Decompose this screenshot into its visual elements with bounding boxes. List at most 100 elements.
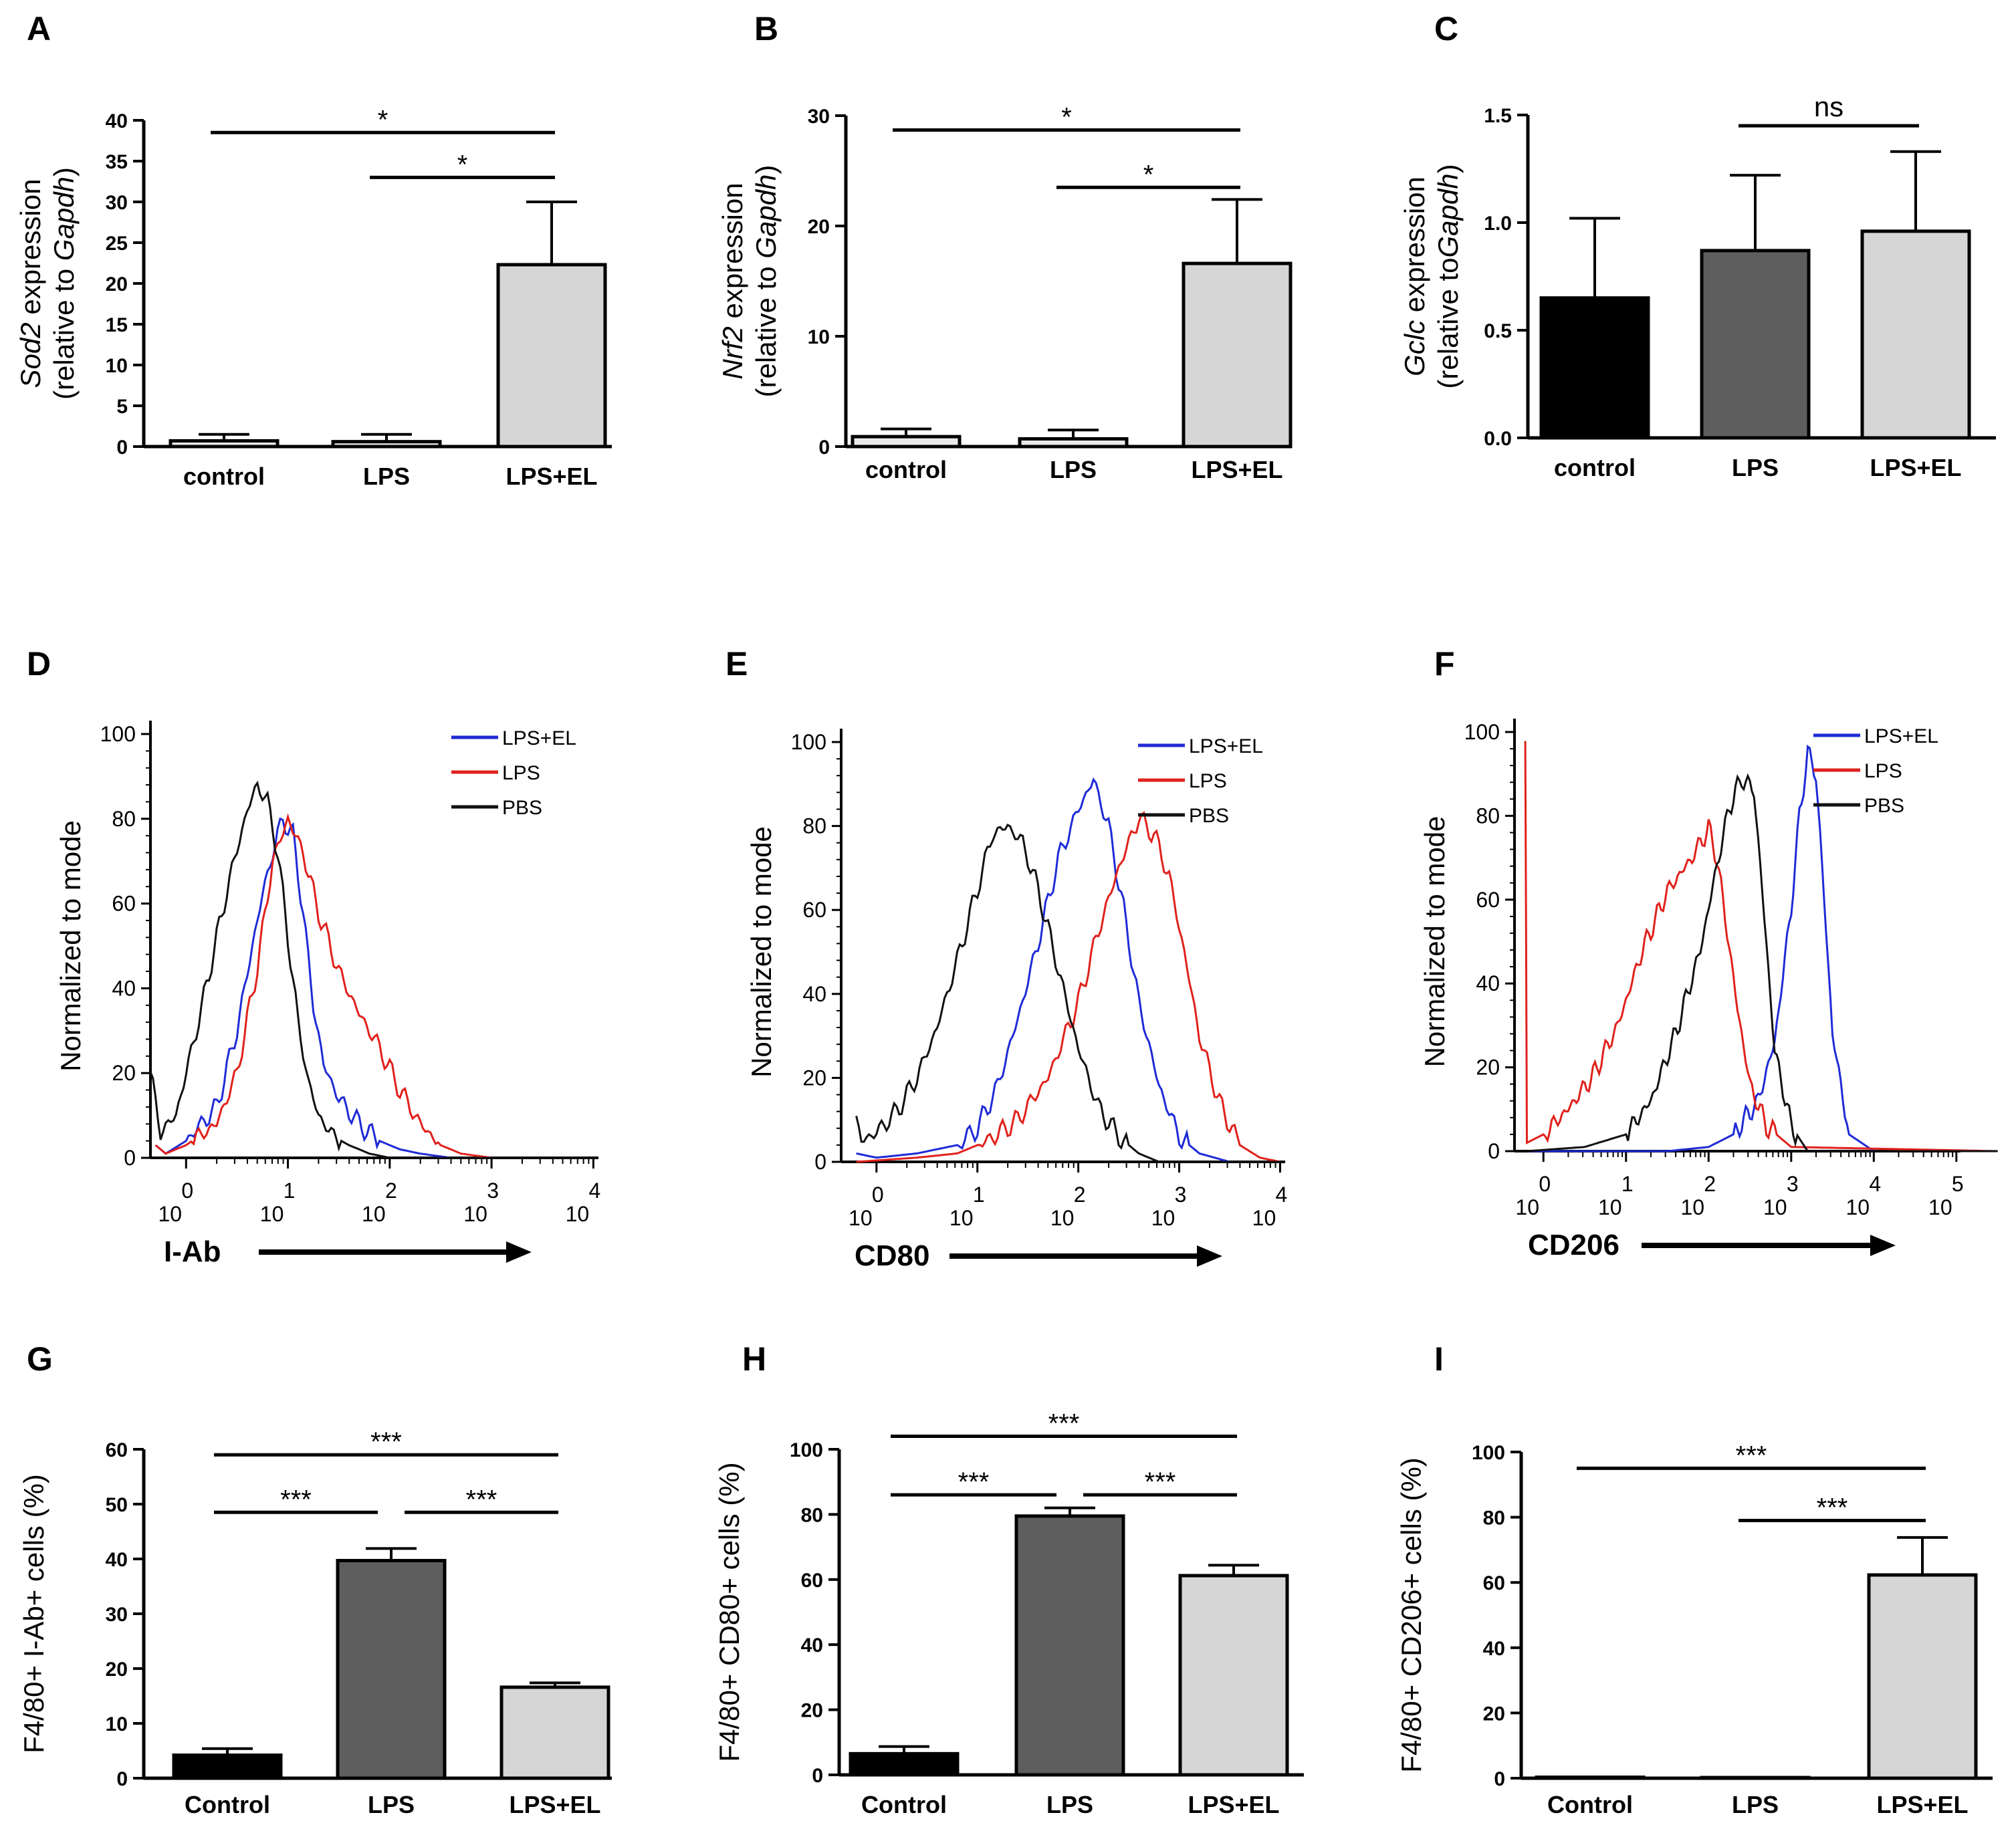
x-tick-exponent: 4 — [588, 1179, 600, 1203]
x-tick-base: 10 — [1763, 1195, 1787, 1219]
bar-lps-el — [1182, 261, 1293, 449]
panel-h: H 0 20 40 60 80 100 Control LPS LPS+EL *** *** *** F4… — [713, 1340, 1304, 1818]
panel-label: B — [754, 10, 778, 47]
bar-lps-el — [1860, 229, 1971, 440]
panel-label: C — [1434, 10, 1458, 47]
panel-i: I 0 20 40 60 80 100 Control LPS LPS+EL *** *** F4/80… — [1395, 1340, 1993, 1818]
x-tick-exponent: 5 — [1952, 1172, 1964, 1196]
x-tick-exponent: 2 — [1704, 1172, 1716, 1196]
sig-label: *** — [1048, 1409, 1080, 1439]
bar-lps-el — [499, 1685, 610, 1780]
x-arrow-head — [1870, 1235, 1896, 1256]
x-arrow-head — [1197, 1245, 1222, 1267]
x-tick-exponent: 2 — [1074, 1183, 1086, 1207]
y-tick-label: 60 — [801, 1570, 823, 1592]
y-tick-label: 0 — [116, 1768, 128, 1790]
legend-label: LPS+EL — [1189, 735, 1263, 757]
y-axis-label-gene: Gapdh — [1432, 173, 1464, 257]
y-axis-label-gene: Gclc — [1399, 320, 1430, 376]
legend-label: LPS+EL — [502, 727, 576, 749]
category-label: LPS+EL — [1191, 456, 1282, 483]
category-label: LPS+EL — [506, 463, 597, 490]
panel-a: A 0 5 10 15 20 25 30 35 40 control LPS LPS+EL * * Sod2 … — [15, 10, 612, 490]
y-axis-label: F4/80+ CD80+ cells (%) — [713, 1462, 745, 1761]
y-tick-label: 80 — [802, 814, 826, 838]
panel-label: F — [1434, 645, 1455, 683]
x-tick-exponent: 2 — [385, 1179, 397, 1203]
sig-label: * — [457, 150, 468, 179]
y-axis-label-gene: Gapdh — [48, 176, 80, 261]
bar-control — [851, 435, 962, 449]
y-axis-label-text: ) — [1432, 164, 1464, 173]
category-label: control — [1554, 454, 1636, 481]
y-tick-label: 20 — [802, 1066, 826, 1090]
y-tick-label: 1.0 — [1484, 213, 1512, 235]
y-tick-label: 0 — [124, 1146, 136, 1170]
y-tick-label: 0 — [814, 1150, 826, 1174]
panel-label: I — [1434, 1340, 1444, 1378]
y-tick-label: 100 — [1464, 720, 1500, 744]
category-label: LPS+EL — [1188, 1791, 1279, 1818]
x-tick-exponent: 4 — [1276, 1183, 1288, 1207]
y-axis-label: F4/80+ CD206+ cells (%) — [1395, 1457, 1427, 1773]
x-tick-base: 10 — [158, 1202, 182, 1226]
panel-f: F020406080100100101102103104105LPS+ELLPS… — [1419, 645, 1998, 1261]
y-axis-label: Sod2 expression — [15, 179, 46, 388]
y-axis-label: Gclc expression — [1399, 176, 1430, 376]
y-tick-label: 100 — [100, 722, 136, 746]
y-tick-label: 40 — [112, 976, 136, 1000]
y-axis-label-gene: Gapdh — [750, 174, 782, 259]
x-tick-base: 10 — [949, 1206, 974, 1230]
y-axis-label: F4/80+ I-Ab+ cells (%) — [18, 1474, 49, 1753]
y-tick-label: 25 — [106, 233, 128, 255]
category-label: LPS+EL — [1876, 1791, 1968, 1818]
y-tick-label: 0.5 — [1484, 320, 1512, 342]
y-tick-label: 100 — [1472, 1442, 1505, 1464]
y-tick-label: 80 — [801, 1504, 823, 1526]
category-label: LPS+EL — [1870, 454, 1961, 481]
curve-pbs — [855, 823, 1280, 1163]
y-tick-label: 0 — [1488, 1139, 1500, 1163]
x-tick-base: 10 — [1680, 1195, 1704, 1219]
category-label: LPS — [363, 463, 410, 490]
y-tick-label: 10 — [106, 1713, 128, 1735]
y-axis-label-gene: Sod2 — [15, 322, 46, 388]
y-tick-label: 40 — [1483, 1638, 1505, 1660]
y-tick-label: 40 — [106, 110, 128, 132]
y-tick-label: 60 — [112, 892, 136, 916]
x-tick-base: 10 — [1928, 1195, 1952, 1219]
bar-lps — [331, 440, 442, 449]
bar-lps — [336, 1558, 447, 1780]
bar-lps — [1014, 1514, 1125, 1777]
legend-label: LPS+EL — [1864, 725, 1938, 747]
legend-label: PBS — [1864, 795, 1904, 817]
x-axis-label: I-Ab — [164, 1235, 221, 1268]
panel-d: D020406080100100101102103104LPS+ELLPSPBS… — [27, 645, 600, 1268]
panel-c: C 0.0 0.5 1.0 1.5 control LPS LPS+EL ns Gclc expr… — [1399, 10, 1996, 481]
sig-label: *** — [466, 1485, 497, 1514]
panel-b: B 0 10 20 30 control LPS LPS+EL * * Nrf2 expressio… — [717, 10, 1293, 483]
panel-e: E020406080100100101102103104LPS+ELLPSPBS… — [725, 645, 1287, 1272]
y-tick-label: 20 — [1476, 1056, 1500, 1080]
x-tick-exponent: 1 — [973, 1183, 985, 1207]
x-tick-base: 10 — [362, 1202, 386, 1226]
category-label: Control — [861, 1791, 947, 1818]
x-tick-exponent: 0 — [1539, 1172, 1551, 1196]
x-tick-base: 10 — [1598, 1195, 1622, 1219]
x-arrow-head — [506, 1241, 532, 1263]
y-tick-label: 30 — [106, 192, 128, 214]
y-tick-label: 0 — [1494, 1768, 1505, 1790]
sig-label: *** — [1736, 1441, 1767, 1470]
y-axis-label-text: (relative to — [48, 261, 80, 400]
x-tick-exponent: 3 — [1175, 1183, 1187, 1207]
x-tick-base: 10 — [463, 1202, 487, 1226]
panel-label: H — [742, 1340, 766, 1378]
y-tick-label: 60 — [106, 1439, 128, 1461]
y-axis-label-text: expression — [1399, 176, 1430, 320]
x-tick-base: 10 — [1050, 1206, 1075, 1230]
y-axis-label-text: expression — [15, 179, 46, 323]
legend-label: LPS — [502, 762, 540, 784]
category-label: LPS — [1732, 1791, 1779, 1818]
category-label: LPS — [1732, 454, 1779, 481]
y-tick-label: 80 — [1476, 804, 1500, 828]
